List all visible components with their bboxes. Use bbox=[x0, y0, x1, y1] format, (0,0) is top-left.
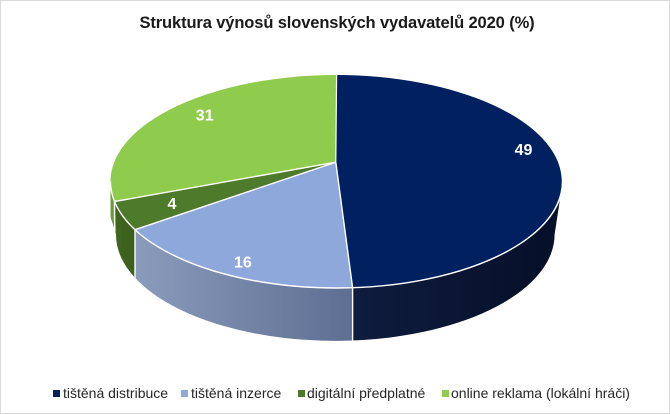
svg-text:16: 16 bbox=[234, 255, 252, 272]
svg-text:31: 31 bbox=[196, 108, 214, 125]
svg-text:49: 49 bbox=[515, 142, 533, 159]
svg-text:4: 4 bbox=[168, 196, 177, 213]
